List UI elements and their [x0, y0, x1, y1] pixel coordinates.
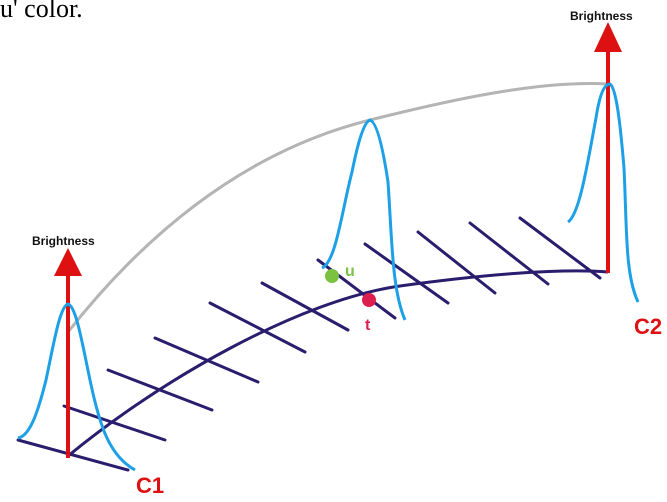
- arrowhead-icon: [594, 22, 622, 52]
- left-brightness-axis: [54, 248, 82, 458]
- hatch-line: [468, 221, 550, 286]
- hatch-line: [208, 301, 307, 354]
- point-u: [325, 269, 339, 283]
- hatch-line: [260, 281, 350, 332]
- label-t: t: [365, 317, 371, 334]
- brightness-label-right: Brightness: [570, 9, 633, 23]
- brightness-label-left: Brightness: [32, 234, 95, 248]
- caption-text: u' color.: [0, 0, 83, 23]
- gaussian-curve-c2: [566, 82, 640, 303]
- gaussian-curve-c1: [17, 302, 136, 472]
- hatch-line: [16, 438, 130, 472]
- ground-path: [67, 269, 609, 458]
- hatch-line: [363, 242, 450, 305]
- label-c2: C2: [634, 314, 662, 339]
- hatch-line: [518, 216, 602, 280]
- point-t: [362, 293, 376, 307]
- gaussian-curve-middle: [321, 118, 407, 321]
- label-u: u: [345, 263, 355, 280]
- hatch-line: [416, 230, 497, 295]
- hatch-line: [62, 404, 167, 442]
- right-brightness-axis: [594, 22, 622, 273]
- label-c1: C1: [136, 473, 164, 497]
- arrowhead-icon: [54, 248, 82, 276]
- upper-arc: [66, 82, 609, 333]
